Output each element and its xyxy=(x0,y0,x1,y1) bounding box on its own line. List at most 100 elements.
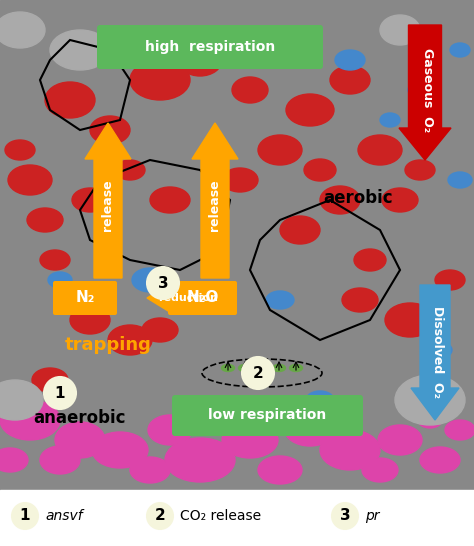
Ellipse shape xyxy=(380,15,420,45)
Ellipse shape xyxy=(40,446,80,474)
Text: 2: 2 xyxy=(155,508,165,524)
Ellipse shape xyxy=(45,82,95,118)
Ellipse shape xyxy=(285,414,335,446)
Text: 3: 3 xyxy=(340,508,350,524)
Ellipse shape xyxy=(405,160,435,180)
Text: release: release xyxy=(101,179,115,231)
FancyArrow shape xyxy=(192,123,238,278)
Ellipse shape xyxy=(273,365,285,371)
Text: aerobic: aerobic xyxy=(323,189,393,207)
Ellipse shape xyxy=(358,135,402,165)
Ellipse shape xyxy=(115,160,145,180)
Ellipse shape xyxy=(0,400,60,440)
Ellipse shape xyxy=(188,42,212,58)
Ellipse shape xyxy=(428,342,452,358)
FancyArrow shape xyxy=(147,282,235,314)
Text: 1: 1 xyxy=(55,385,65,401)
Text: low respiration: low respiration xyxy=(208,408,326,422)
Ellipse shape xyxy=(258,456,302,484)
Ellipse shape xyxy=(27,208,63,232)
Ellipse shape xyxy=(320,186,360,214)
Text: anaerobic: anaerobic xyxy=(34,409,126,427)
Text: 2: 2 xyxy=(253,365,264,381)
Ellipse shape xyxy=(330,66,370,94)
Circle shape xyxy=(44,377,76,409)
Text: reduction: reduction xyxy=(158,293,218,303)
Ellipse shape xyxy=(0,380,43,420)
Ellipse shape xyxy=(385,303,435,337)
Text: high  respiration: high respiration xyxy=(145,40,275,54)
Text: trapping: trapping xyxy=(64,336,151,354)
Text: 3: 3 xyxy=(158,276,168,290)
Ellipse shape xyxy=(380,113,400,127)
Ellipse shape xyxy=(92,432,148,468)
Ellipse shape xyxy=(72,188,108,212)
Ellipse shape xyxy=(108,325,152,355)
Ellipse shape xyxy=(266,291,294,309)
Ellipse shape xyxy=(148,415,192,445)
Ellipse shape xyxy=(0,12,45,48)
Ellipse shape xyxy=(435,270,465,290)
Ellipse shape xyxy=(378,425,422,455)
Circle shape xyxy=(147,503,173,529)
Ellipse shape xyxy=(304,159,336,181)
Ellipse shape xyxy=(40,250,70,270)
FancyArrow shape xyxy=(411,285,459,420)
FancyArrow shape xyxy=(85,123,131,278)
Ellipse shape xyxy=(165,438,235,482)
Ellipse shape xyxy=(382,188,418,212)
Ellipse shape xyxy=(150,187,190,213)
Ellipse shape xyxy=(222,168,258,192)
Ellipse shape xyxy=(90,116,130,144)
FancyBboxPatch shape xyxy=(97,25,323,69)
Text: pr: pr xyxy=(365,509,380,523)
Ellipse shape xyxy=(395,375,465,425)
Ellipse shape xyxy=(448,172,472,188)
Ellipse shape xyxy=(221,365,235,371)
Ellipse shape xyxy=(238,365,252,371)
FancyBboxPatch shape xyxy=(168,281,237,315)
Ellipse shape xyxy=(142,318,178,342)
Ellipse shape xyxy=(290,365,302,371)
Ellipse shape xyxy=(258,135,302,165)
Ellipse shape xyxy=(8,165,52,195)
Ellipse shape xyxy=(130,457,170,483)
Ellipse shape xyxy=(232,77,268,103)
Ellipse shape xyxy=(342,288,378,312)
Ellipse shape xyxy=(320,430,380,470)
Bar xyxy=(0,490,474,546)
Ellipse shape xyxy=(48,272,72,288)
Ellipse shape xyxy=(55,422,105,458)
Ellipse shape xyxy=(280,216,320,244)
Circle shape xyxy=(332,503,358,529)
Ellipse shape xyxy=(362,458,398,482)
FancyBboxPatch shape xyxy=(172,395,363,436)
Text: 1: 1 xyxy=(20,508,30,524)
Ellipse shape xyxy=(354,249,386,271)
Ellipse shape xyxy=(335,50,365,70)
Ellipse shape xyxy=(222,422,278,458)
FancyArrow shape xyxy=(399,25,451,160)
Circle shape xyxy=(147,267,179,299)
FancyBboxPatch shape xyxy=(53,281,117,315)
Ellipse shape xyxy=(420,447,460,473)
Text: CO₂ release: CO₂ release xyxy=(180,509,261,523)
Text: Gaseous  O₂: Gaseous O₂ xyxy=(421,48,435,132)
Ellipse shape xyxy=(306,391,334,409)
Text: ansvf: ansvf xyxy=(45,509,82,523)
Ellipse shape xyxy=(50,30,110,70)
Ellipse shape xyxy=(178,44,222,76)
Ellipse shape xyxy=(5,140,35,160)
Ellipse shape xyxy=(408,82,432,98)
Ellipse shape xyxy=(130,60,190,100)
Text: N₂O: N₂O xyxy=(187,290,219,306)
Ellipse shape xyxy=(255,365,268,371)
Ellipse shape xyxy=(450,43,470,57)
Text: N₂: N₂ xyxy=(75,290,95,306)
Ellipse shape xyxy=(70,306,110,334)
Ellipse shape xyxy=(0,448,28,472)
Circle shape xyxy=(12,503,38,529)
Text: Dissolved  O₂: Dissolved O₂ xyxy=(431,306,445,398)
Text: release: release xyxy=(209,179,221,231)
Ellipse shape xyxy=(445,420,474,440)
